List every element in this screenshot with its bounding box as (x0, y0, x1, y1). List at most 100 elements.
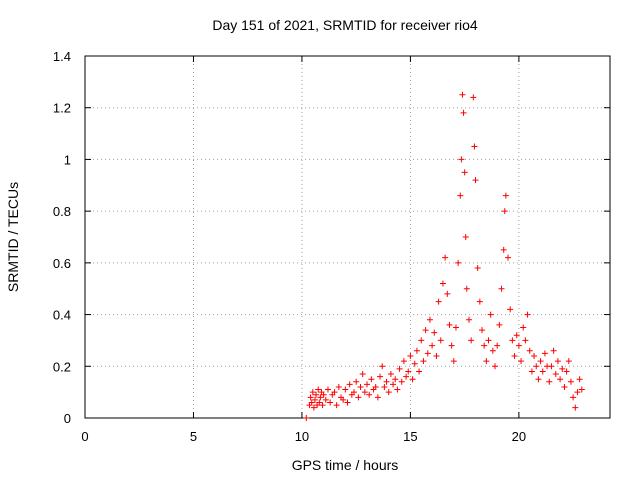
data-point (431, 329, 438, 336)
data-point (574, 389, 581, 396)
data-point (372, 383, 379, 390)
data-point (578, 386, 585, 393)
data-point (435, 298, 442, 305)
x-tick-label: 15 (403, 429, 417, 444)
data-point (416, 368, 423, 375)
data-point (511, 352, 518, 359)
data-point (450, 358, 457, 365)
data-point (331, 389, 338, 396)
data-point (368, 376, 375, 383)
data-point (539, 368, 546, 375)
data-point (500, 246, 507, 253)
data-point (572, 404, 579, 411)
x-tick-label: 10 (295, 429, 309, 444)
data-points (303, 91, 585, 421)
data-point (524, 311, 531, 318)
data-point (515, 342, 522, 349)
data-point (487, 311, 494, 318)
data-point (381, 383, 388, 390)
data-point (400, 358, 407, 365)
data-point (476, 298, 483, 305)
data-point (518, 358, 525, 365)
data-point (513, 332, 520, 339)
plot-frame (84, 55, 611, 419)
data-point (492, 363, 499, 370)
data-point (489, 347, 496, 354)
data-point (327, 399, 334, 406)
data-point (322, 396, 329, 403)
data-point (509, 337, 516, 344)
data-point (392, 376, 399, 383)
data-point (429, 342, 436, 349)
data-point (340, 396, 347, 403)
data-point (342, 386, 349, 393)
x-tick-label: 0 (81, 429, 88, 444)
data-point (364, 381, 371, 388)
data-point (520, 324, 527, 331)
data-point (455, 259, 462, 266)
data-point (409, 376, 416, 383)
data-point (462, 234, 469, 240)
data-point (379, 363, 386, 370)
data-point (383, 378, 390, 385)
data-point (422, 327, 429, 334)
data-point (460, 109, 467, 116)
data-point (563, 368, 570, 375)
data-point (526, 347, 533, 354)
data-point (433, 352, 440, 359)
data-point (576, 376, 583, 383)
data-point (366, 391, 373, 398)
data-point (390, 381, 397, 388)
data-point (307, 394, 314, 401)
data-point (471, 143, 478, 150)
data-point (355, 394, 362, 401)
data-point (541, 350, 548, 357)
data-point (320, 391, 327, 398)
data-point (505, 254, 512, 261)
data-point (403, 373, 410, 380)
data-point (465, 316, 472, 323)
data-point (501, 208, 508, 215)
data-point (531, 352, 538, 359)
y-tick-label: 0.6 (53, 256, 71, 271)
data-point (418, 337, 425, 344)
y-tick-label: 1.2 (53, 101, 71, 116)
data-point (353, 378, 360, 385)
data-point (317, 394, 324, 401)
data-point (437, 337, 444, 344)
data-point (561, 383, 568, 390)
data-point (550, 347, 557, 354)
data-point (537, 358, 544, 365)
data-point (522, 337, 529, 344)
x-tick-label: 20 (512, 429, 526, 444)
data-point (303, 415, 310, 421)
data-point (446, 321, 453, 328)
data-point (324, 386, 331, 393)
data-point (310, 404, 317, 411)
data-point (507, 306, 514, 313)
data-point (319, 402, 326, 409)
data-point (444, 290, 451, 297)
data-point (461, 169, 468, 176)
data-point (351, 389, 358, 396)
data-point (361, 389, 368, 396)
data-point (554, 358, 561, 365)
data-point (442, 254, 449, 261)
y-tick-label: 1 (64, 152, 71, 167)
data-point (313, 391, 320, 398)
y-tick-label: 1.4 (53, 49, 71, 64)
data-point (552, 371, 559, 378)
y-tick-label: 0 (64, 411, 71, 426)
data-point (533, 363, 540, 370)
data-point (485, 337, 492, 344)
data-point (344, 399, 351, 406)
data-point (394, 386, 401, 393)
data-point (472, 177, 479, 184)
y-tick-label: 0.8 (53, 204, 71, 219)
data-point (387, 371, 394, 378)
data-point (308, 399, 315, 406)
x-axis-title: GPS time / hours (292, 457, 399, 473)
data-point (452, 324, 459, 331)
data-point (359, 371, 366, 378)
